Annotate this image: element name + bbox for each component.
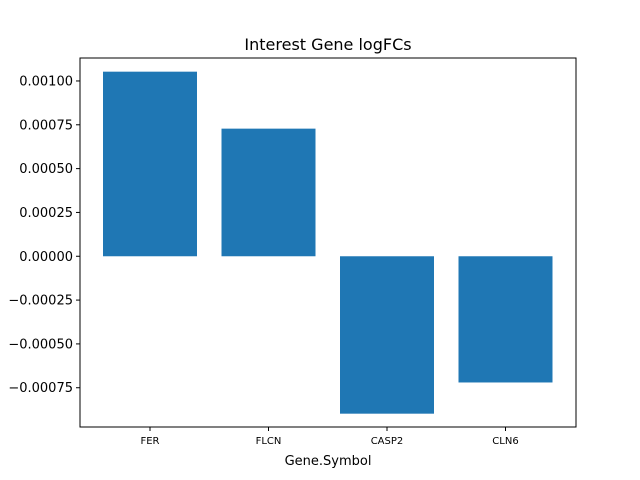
y-tick-label: 0.00025 [19,206,73,221]
x-tick-label-cln6: CLN6 [492,436,518,447]
x-tick-label-flcn: FLCN [256,436,282,447]
y-tick-label: −0.00025 [8,294,73,309]
y-tick-label: 0.00075 [19,118,73,133]
y-tick-label: 0.00050 [19,162,73,177]
y-axis: 0.00100 0.00075 0.00050 0.00025 0.00000 −0.00… [8,74,80,396]
y-tick-label: −0.00075 [8,381,73,396]
bars-group [103,71,553,414]
chart-title: Interest Gene logFCs [244,35,411,54]
x-tick-label-fer: FER [140,436,159,447]
bar-casp2 [340,256,434,414]
x-tick-label-casp2: CASP2 [371,436,404,447]
bar-flcn [221,128,316,257]
bar-cln6 [458,256,553,383]
bar-fer [103,71,197,257]
y-tick-label: −0.00050 [8,337,73,352]
y-tick-label: 0.00100 [19,74,73,89]
x-axis-label: Gene.Symbol [285,454,372,469]
y-tick-label: 0.00000 [19,250,73,265]
x-axis: FER FLCN CASP2 CLN6 [140,427,519,447]
plot-area-frame [79,57,577,428]
